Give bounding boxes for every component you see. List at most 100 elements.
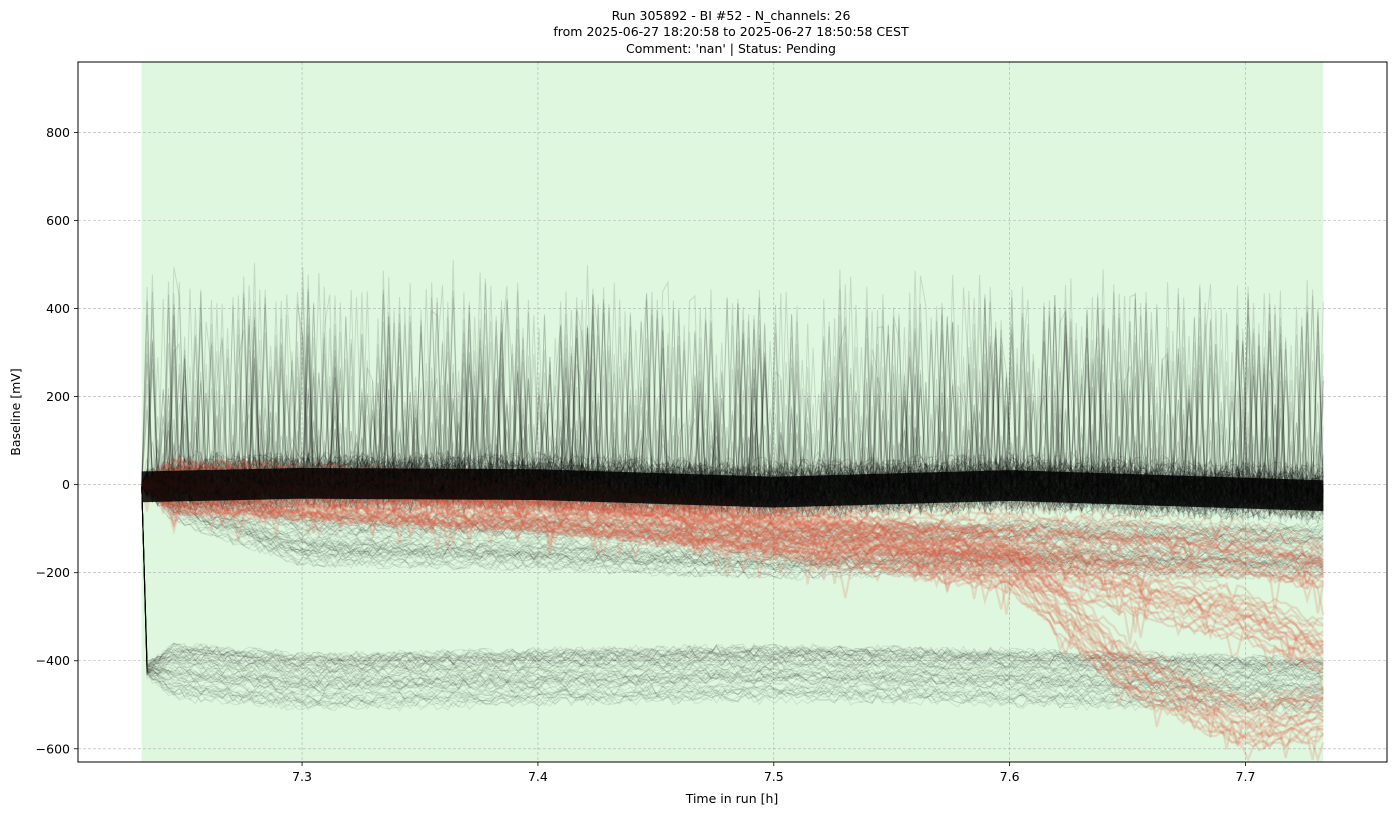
baseline-trace-line — [141, 484, 1324, 671]
baseline-trace-line — [141, 484, 1324, 697]
flagged-trace-line — [141, 471, 1325, 579]
baseline-trace-line — [141, 480, 1324, 548]
baseline-trace-line — [141, 479, 1324, 546]
baseline-trace-line — [141, 484, 1324, 674]
baseline-trace-line — [141, 468, 1324, 535]
y-tick-label: 600 — [46, 213, 70, 228]
plot-frame — [77, 61, 1388, 763]
flagged-trace-line — [141, 481, 1325, 657]
baseline-trace-line — [141, 478, 1324, 545]
baseline-trace-line — [141, 484, 1324, 692]
highlight-span — [141, 62, 1324, 762]
baseline-trace-line — [141, 484, 1324, 691]
y-tick-label: −400 — [36, 653, 70, 668]
baseline-trace-line — [141, 285, 1324, 494]
baseline-trace-line — [141, 484, 1324, 707]
baseline-trace-line — [141, 484, 1324, 576]
flagged-trace-line — [141, 483, 1324, 584]
baseline-trace-line — [141, 475, 1324, 539]
baseline-trace-line — [141, 484, 1324, 580]
baseline-trace-line — [141, 484, 1324, 708]
baseline-trace-line — [141, 484, 1324, 701]
flagged-trace-line — [140, 484, 1325, 614]
baseline-trace-line — [141, 484, 1324, 698]
chart-title-line3: Comment: 'nan' | Status: Pending — [626, 41, 836, 56]
baseline-trace-line — [141, 479, 1324, 546]
baseline-trace-line — [141, 484, 1324, 708]
baseline-trace-line — [141, 484, 1324, 671]
flagged-trace-line — [140, 483, 1324, 655]
baseline-trace-line — [141, 480, 1324, 550]
baseline-trace-line — [141, 482, 1324, 567]
flagged-trace-line — [140, 483, 1325, 744]
baseline-trace-line — [141, 484, 1324, 573]
baseline-trace-line — [141, 484, 1324, 562]
baseline-trace-line — [141, 484, 1324, 693]
baseline-trace-line — [141, 282, 1324, 497]
baseline-trace-line — [141, 470, 1324, 535]
baseline-trace-line — [141, 484, 1324, 700]
baseline-trace-line — [141, 484, 1324, 689]
flagged-trace-line — [141, 483, 1324, 590]
baseline-trace-line — [141, 484, 1324, 561]
baseline-trace-line — [141, 471, 1324, 539]
baseline-trace-line — [141, 480, 1324, 555]
baseline-trace-line — [141, 484, 1324, 569]
baseline-trace-line — [141, 484, 1324, 667]
baseline-trace-line — [141, 484, 1324, 712]
baseline-trace-line — [141, 484, 1324, 581]
baseline-trace-line — [141, 468, 1324, 535]
y-tick-label: 200 — [46, 389, 70, 404]
baseline-trace-line — [141, 484, 1324, 681]
y-axis-ticks: −600 −400 −200 0 200 400 600 800 — [36, 125, 78, 756]
baseline-trace-line — [141, 484, 1324, 669]
chart-title-line2: from 2025-06-27 18:20:58 to 2025-06-27 1… — [553, 24, 909, 39]
baseline-trace-line — [141, 484, 1324, 694]
baseline-trace-line — [141, 484, 1324, 682]
baseline-trace-line — [141, 484, 1324, 707]
baseline-trace-line — [141, 484, 1324, 679]
baseline-trace-line — [141, 289, 1324, 492]
baseline-trace-line — [141, 484, 1324, 550]
baseline-trace-line — [141, 484, 1324, 690]
baseline-trace-line — [141, 484, 1324, 560]
series-layer — [140, 259, 1325, 762]
baseline-trace-line — [141, 484, 1324, 715]
flagged-trace-line — [141, 483, 1324, 666]
baseline-trace-line — [141, 482, 1324, 558]
baseline-trace-line — [141, 484, 1324, 703]
baseline-trace-line — [141, 484, 1324, 683]
baseline-trace-line — [141, 482, 1324, 570]
baseline-trace-line — [141, 481, 1324, 551]
baseline-trace-line — [141, 484, 1324, 675]
flagged-trace-line — [140, 483, 1324, 613]
baseline-trace-line — [141, 483, 1324, 557]
baseline-trace-line — [141, 484, 1324, 674]
baseline-trace-line — [141, 484, 1324, 686]
baseline-trace-line — [141, 484, 1324, 562]
baseline-trace-line — [141, 484, 1324, 678]
flagged-trace-line — [141, 483, 1324, 674]
baseline-trace-line — [141, 484, 1324, 672]
baseline-trace-line — [141, 484, 1324, 671]
baseline-trace-line — [141, 484, 1324, 684]
baseline-trace-line — [141, 484, 1324, 705]
baseline-trace-line — [141, 482, 1324, 560]
baseline-trace-line — [141, 484, 1324, 581]
y-tick-label: −600 — [36, 741, 70, 756]
baseline-trace-line — [141, 476, 1324, 543]
baseline-trace-line — [141, 474, 1324, 542]
x-tick-label: 7.7 — [1236, 769, 1256, 784]
baseline-trace-line — [141, 474, 1324, 537]
baseline-trace-line — [141, 484, 1324, 697]
baseline-trace-line — [141, 262, 1324, 491]
baseline-trace-line — [141, 320, 1324, 525]
baseline-trace-line — [141, 484, 1324, 573]
baseline-trace-line — [141, 484, 1324, 680]
baseline-trace-line — [141, 484, 1324, 562]
baseline-trace-line — [141, 475, 1324, 538]
baseline-trace-line — [141, 481, 1324, 549]
baseline-trace-line — [141, 484, 1324, 669]
flagged-trace-line — [141, 482, 1325, 762]
